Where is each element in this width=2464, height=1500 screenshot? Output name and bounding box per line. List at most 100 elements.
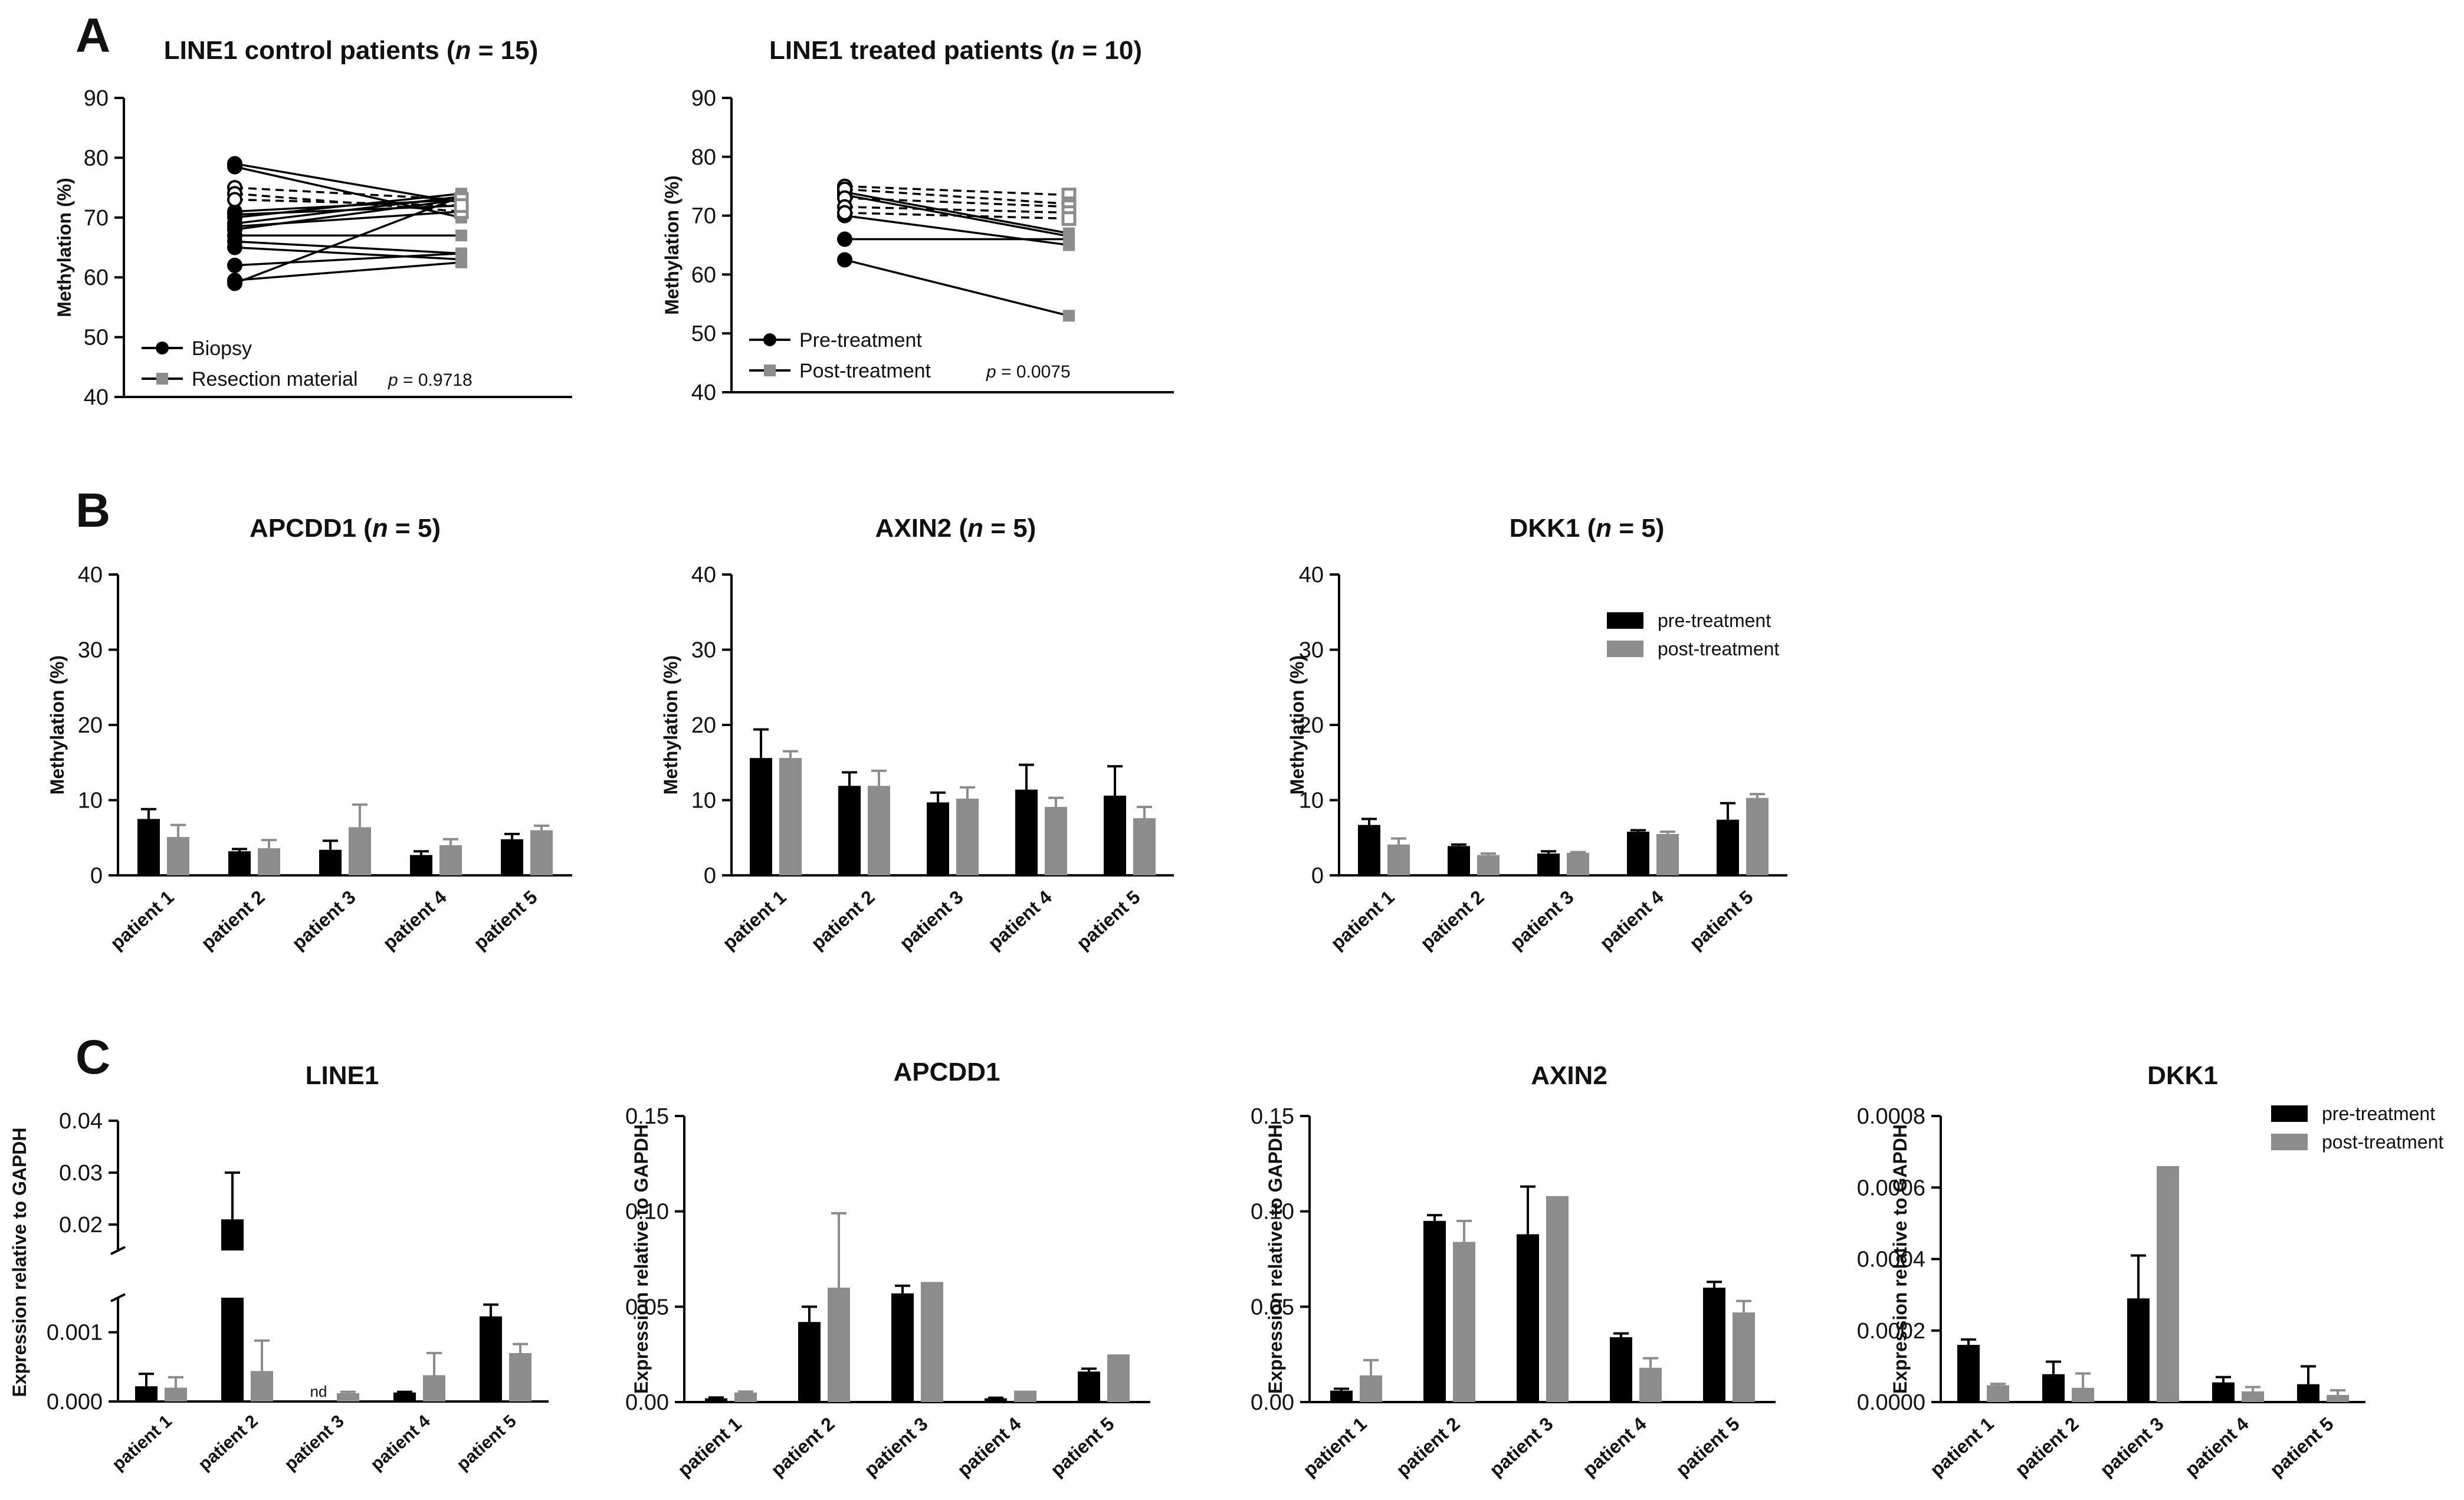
- y-tick-label: 0.0004: [1857, 1248, 1925, 1272]
- y-tick-label: 20: [78, 713, 103, 738]
- bar-post-1: [1387, 844, 1410, 875]
- bar-pre-2: [838, 786, 861, 875]
- y-tick-label: 0.0000: [1857, 1390, 1925, 1415]
- y-tick-label: 40: [1299, 563, 1324, 587]
- category-label-1: patient 1: [674, 1413, 746, 1481]
- title-n: n: [455, 36, 471, 65]
- bar-post-3: [1567, 852, 1589, 875]
- legend-swatch-post: [2271, 1134, 2308, 1150]
- bar-post-1: [1987, 1385, 2009, 1402]
- chart-C4: 0.0000 0.0002 0.0004 0.0006 0.0008Expression…: [1857, 1061, 2444, 1481]
- y-tick-label: 30: [691, 638, 716, 663]
- legend-marker-post: [764, 365, 776, 376]
- pre-point: [837, 231, 852, 247]
- bar-pre-2-lower: [221, 1298, 244, 1401]
- bar-post-1: [167, 836, 189, 875]
- y-tick-label: 80: [691, 145, 716, 170]
- bar-post-3: [349, 827, 371, 875]
- title-tail: = 5): [388, 514, 441, 543]
- pair-line-solid-8: [234, 198, 462, 231]
- category-label-5: patient 5: [2266, 1413, 2338, 1481]
- p-value: p = 0.9718: [388, 370, 473, 390]
- chart-title: LINE1: [306, 1061, 379, 1090]
- category-label-4: patient 4: [2181, 1413, 2253, 1481]
- bar-pre-2: [798, 1322, 821, 1402]
- post-point: [455, 229, 467, 242]
- category-label-5: patient 5: [1046, 1413, 1118, 1481]
- y-tick-label: 0.0008: [1857, 1104, 1925, 1129]
- bar-pre-5: [1078, 1371, 1100, 1402]
- pre-point: [837, 252, 852, 268]
- bar-post-5: [2327, 1394, 2349, 1402]
- y-tick-label: 0.10: [1251, 1200, 1294, 1225]
- bar-post-4: [423, 1375, 445, 1401]
- category-label-4: patient 4: [379, 886, 451, 954]
- title-text: LINE1 control patients (: [164, 36, 455, 65]
- y-tick-label: 0.00: [1251, 1390, 1294, 1415]
- category-label-1: patient 1: [718, 886, 790, 954]
- y-axis-label: Methylation (%): [661, 175, 683, 314]
- category-label-5: patient 5: [453, 1412, 520, 1475]
- bar-post-5: [1746, 797, 1769, 875]
- nd-label: nd: [310, 1383, 327, 1400]
- title-tail: = 15): [471, 36, 538, 65]
- bar-pre-3: [1517, 1234, 1539, 1402]
- bar-post-2: [2072, 1387, 2094, 1402]
- legend-label-post: Post-treatment: [799, 360, 931, 382]
- category-label-4: patient 4: [1596, 886, 1668, 954]
- bar-post-3: [2157, 1166, 2179, 1402]
- pair-line-solid-1: [844, 191, 1069, 235]
- pair-line-solid-2: [234, 165, 462, 219]
- y-axis-label: Expression relative to GAPDH: [631, 1124, 652, 1394]
- bar-post-4: [439, 845, 462, 875]
- category-label-1: patient 1: [109, 1412, 176, 1475]
- chart-title: DKK1: [2147, 1061, 2218, 1090]
- y-tick-label: 30: [78, 638, 103, 663]
- pre-point: [837, 205, 852, 221]
- category-label-2: patient 2: [1416, 886, 1488, 954]
- bar-pre-3: [927, 802, 949, 875]
- y-axis-label: Methylation (%): [54, 178, 75, 317]
- bar-post-2: [868, 786, 890, 875]
- category-label-1: patient 1: [1926, 1413, 1998, 1481]
- category-label-3: patient 3: [2096, 1413, 2168, 1481]
- y-tick-label: 0.0002: [1857, 1319, 1925, 1344]
- y-tick-label: 40: [691, 563, 716, 587]
- pair-line-dashed-1: [844, 185, 1069, 196]
- y-tick-label: 50: [84, 326, 109, 350]
- category-label-4: patient 4: [984, 886, 1056, 954]
- legend-swatch-pre: [2271, 1105, 2308, 1122]
- title-text: APCDD1: [894, 1058, 1000, 1087]
- y-tick-label: 0.0006: [1857, 1176, 1925, 1200]
- chart-title: LINE1 treated patients (n = 10): [769, 36, 1142, 65]
- pair-line-dashed-5: [844, 211, 1069, 220]
- chart-title: DKK1 (n = 5): [1510, 514, 1665, 543]
- axis-break: [110, 1246, 126, 1255]
- category-label-2: patient 2: [807, 886, 879, 954]
- category-label-5: patient 5: [1072, 886, 1144, 954]
- y-axis-label: Methylation (%): [1287, 655, 1308, 795]
- chart-B3: 0 10 20 30 40 Methylation (%) DKK1 (n = 5) pati…: [1287, 514, 1787, 954]
- legend-marker-pre: [156, 342, 169, 355]
- bar-post-5: [509, 1353, 531, 1401]
- category-label-2: patient 2: [195, 1412, 262, 1475]
- chart-B1: 0 10 20 30 40 Methylation (%) APCDD1 (n = 5) pa…: [47, 514, 572, 954]
- bar-pre-2: [2042, 1374, 2065, 1402]
- category-label-5: patient 5: [470, 886, 542, 954]
- y-tick-label: 0.00: [625, 1390, 669, 1415]
- title-n: n: [372, 514, 388, 543]
- bar-pre-5: [1104, 795, 1126, 875]
- category-label-3: patient 3: [288, 886, 360, 954]
- legend-label-post: Resection material: [192, 368, 358, 390]
- title-tail: = 5): [983, 514, 1036, 543]
- post-point: [1063, 233, 1075, 245]
- p-number: = 0.9718: [398, 370, 473, 390]
- legend-label-pre: pre-treatment: [1658, 610, 1771, 631]
- category-label-5: patient 5: [1685, 886, 1757, 954]
- bar-pre-5: [1717, 819, 1739, 875]
- p-value: p = 0.0075: [986, 362, 1071, 382]
- bar-post-2: [1453, 1242, 1475, 1402]
- bar-pre-4: [1627, 832, 1649, 875]
- pre-point: [227, 275, 242, 291]
